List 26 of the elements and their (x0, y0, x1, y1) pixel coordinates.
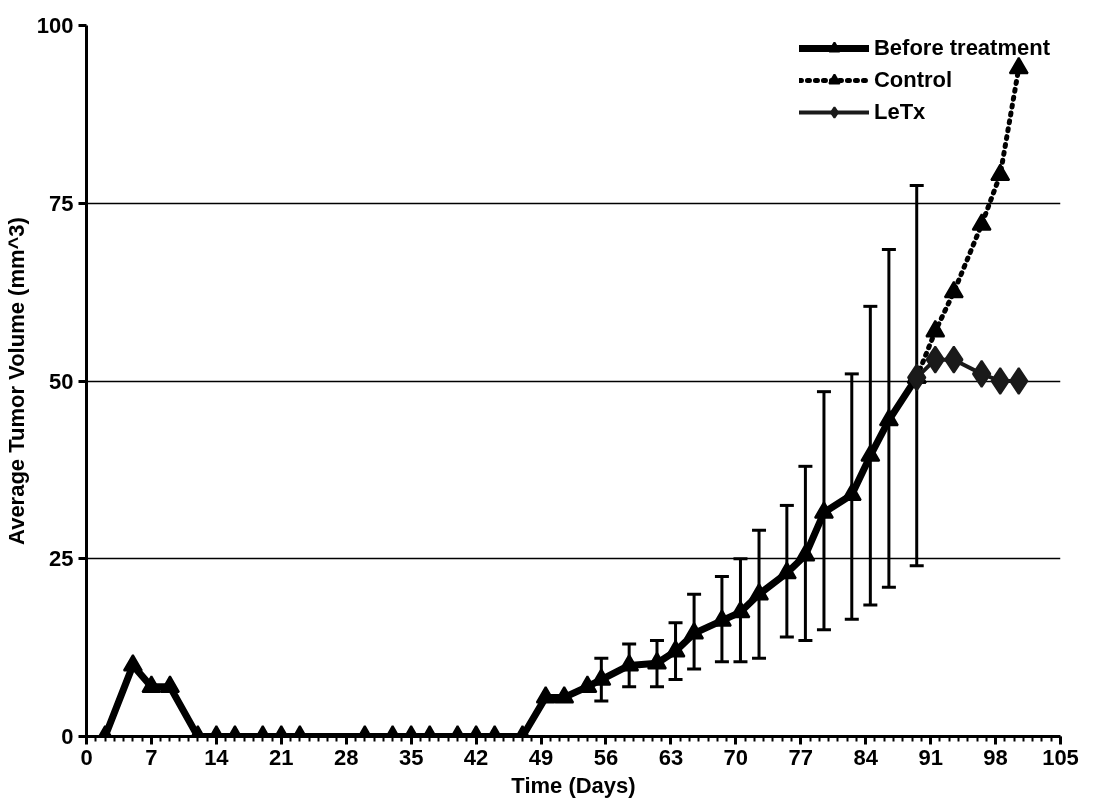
legend-label: Control (873, 67, 953, 93)
y-tick-label: 100 (36, 13, 74, 38)
x-tick-label: 77 (788, 744, 814, 770)
x-tick-label: 63 (658, 744, 684, 770)
y-tick-label: 25 (49, 546, 74, 572)
x-tick-label: 35 (398, 744, 424, 770)
x-tick-label: 98 (983, 744, 1008, 770)
y-axis-title: Average Tumor Volume (mm^3) (3, 217, 29, 545)
x-tick-label: 21 (269, 744, 294, 770)
x-tick-label: 91 (918, 744, 943, 770)
x-axis-title: Time (Days) (511, 772, 636, 798)
x-tick-label: 28 (334, 744, 359, 770)
x-tick-label: 84 (853, 744, 879, 770)
x-tick-label: 56 (593, 744, 619, 770)
x-tick-label: 14 (204, 744, 230, 770)
legend-label: Before treatment (873, 35, 1050, 61)
x-tick-label: 42 (463, 744, 489, 770)
x-tick-label: 49 (528, 744, 554, 770)
x-tick-label: 7 (145, 744, 158, 770)
y-tick-label: 50 (49, 368, 74, 394)
y-tick-label: 0 (61, 724, 74, 749)
legend-label: LeTx (873, 99, 926, 125)
x-tick-label: 105 (1042, 744, 1079, 770)
y-tick-label: 75 (49, 190, 74, 216)
x-tick-label: 0 (80, 744, 93, 770)
x-tick-label: 70 (723, 744, 749, 770)
